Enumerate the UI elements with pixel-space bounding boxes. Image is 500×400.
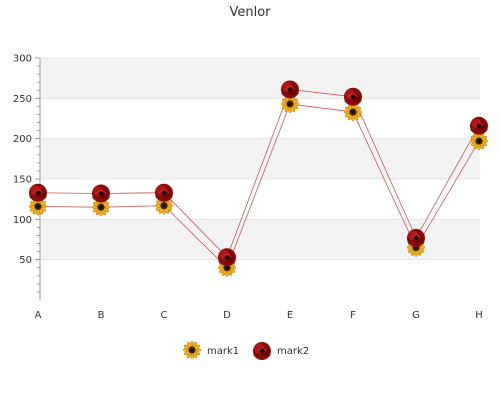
x-tick-label: F <box>350 310 356 321</box>
x-tick-label: G <box>412 310 420 321</box>
data-point-mark2 <box>92 184 110 203</box>
data-point-mark2 <box>344 87 362 106</box>
data-point-mark1 <box>343 102 363 122</box>
data-point-mark2 <box>281 80 299 99</box>
grid-band <box>40 138 480 179</box>
y-tick-label: 100 <box>13 215 32 226</box>
data-point-mark2 <box>407 228 425 247</box>
data-point-mark1 <box>28 197 48 216</box>
legend-icon-mark1 <box>182 340 202 360</box>
grid-band <box>40 219 480 260</box>
y-tick-label: 50 <box>19 255 32 266</box>
x-tick-label: C <box>161 310 168 321</box>
legend-icon-mark2 <box>253 342 271 360</box>
x-tick-label: D <box>223 310 231 321</box>
x-tick-label: E <box>287 310 293 321</box>
data-point-mark2 <box>155 183 173 202</box>
data-point-mark2 <box>218 248 236 267</box>
y-tick-label: 150 <box>13 175 32 186</box>
y-tick-label: 200 <box>13 134 32 145</box>
data-point-mark2 <box>29 183 47 202</box>
y-tick-label: 250 <box>13 94 32 105</box>
series-line-mark1 <box>37 103 480 269</box>
x-tick-label: B <box>98 310 105 321</box>
data-point-mark1 <box>91 198 111 217</box>
series-line-mark2 <box>37 89 480 258</box>
chart-title: Venlor <box>229 5 271 20</box>
x-tick-label: A <box>35 310 42 321</box>
plot-area: 50 100 150 200 250 300 A B C D E F G H <box>13 54 489 321</box>
y-tick-label: 300 <box>13 54 32 65</box>
legend-label-mark1: mark1 <box>207 346 239 357</box>
legend: mark1 mark2 <box>182 340 309 360</box>
data-point-mark2 <box>470 116 488 135</box>
x-tick-label: H <box>475 310 483 321</box>
data-point-mark1 <box>280 94 300 114</box>
grid-band <box>40 58 480 99</box>
data-point-mark1 <box>469 131 489 151</box>
legend-label-mark2: mark2 <box>277 346 309 357</box>
